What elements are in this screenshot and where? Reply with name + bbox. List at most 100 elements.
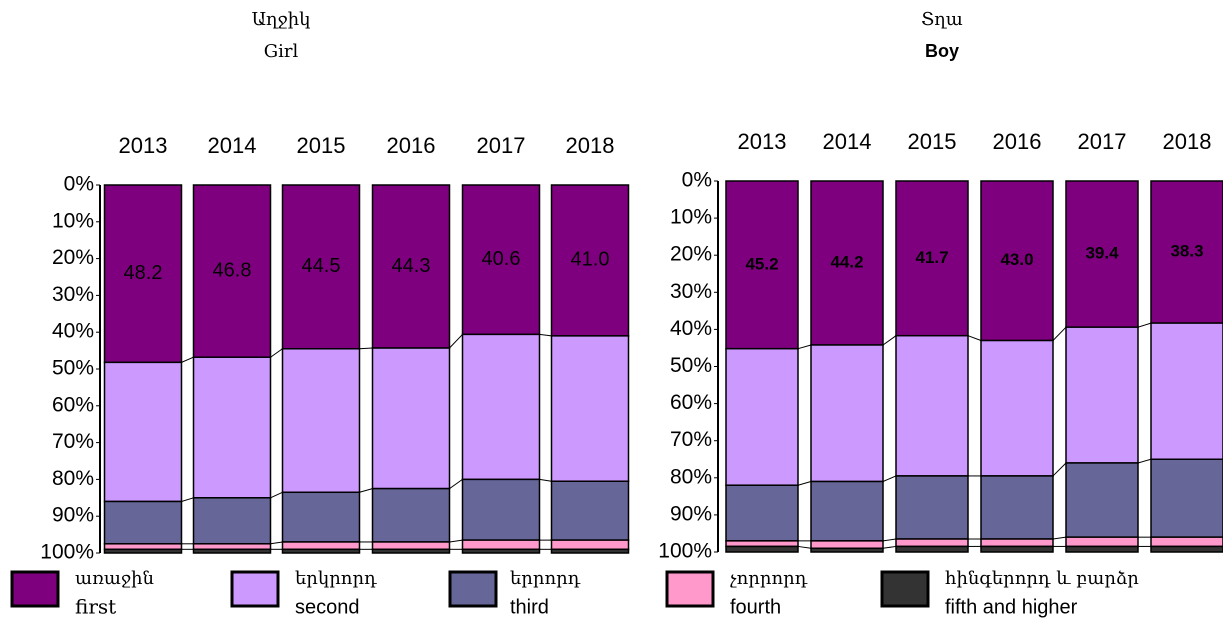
value-label: 44.5 [302, 255, 341, 277]
bar-segment [725, 545, 799, 553]
bar-segment [810, 547, 884, 553]
bar-segment [1065, 545, 1139, 553]
value-label: 39.4 [1085, 244, 1119, 263]
bar-segment [1150, 458, 1223, 538]
bar-segment [461, 478, 541, 541]
bar-segment [103, 184, 183, 364]
bar-segment [810, 540, 884, 550]
legend-swatch [665, 570, 715, 608]
connector [797, 545, 812, 549]
connector [181, 497, 194, 502]
chart-title-hy: Աղջիկ [252, 9, 311, 30]
connector [359, 347, 373, 350]
bar-segment [371, 184, 451, 349]
y-tick-label: 50% [670, 354, 712, 377]
legend-label-hy: չորրորդ [730, 568, 808, 589]
connector [1137, 322, 1152, 328]
connector [1052, 536, 1067, 540]
value-label: 45.2 [745, 254, 778, 273]
bar-segment [192, 543, 272, 551]
chart-title: Girl [264, 41, 299, 62]
connector [797, 481, 812, 486]
connector [539, 478, 552, 482]
chart-title-hy: Տղա [921, 9, 963, 30]
legend-label: fourth [730, 596, 781, 618]
y-tick-label: 30% [52, 283, 94, 306]
legend-label-hy: երրորդ [510, 568, 581, 589]
chart-title: Boy [925, 41, 959, 61]
value-label: 40.6 [482, 248, 521, 270]
value-label: 41.7 [915, 248, 948, 267]
bar-segment [103, 548, 183, 554]
bar-segment [895, 334, 969, 477]
y-tick-label: 10% [670, 206, 712, 229]
bar-segment [725, 484, 799, 542]
connector [449, 539, 463, 543]
bar-segment [192, 184, 272, 358]
value-label: 44.2 [830, 252, 863, 271]
bar-segment [281, 184, 361, 350]
bar-segment [1065, 326, 1139, 464]
value-label: 38.3 [1170, 242, 1203, 261]
bar-segment [895, 180, 969, 337]
connector [270, 541, 283, 545]
x-tick-label: 2013 [119, 133, 168, 158]
y-tick-label: 100% [40, 541, 94, 564]
value-label: 41.0 [571, 249, 610, 271]
bar-segment [192, 497, 272, 545]
bar-segment [810, 344, 884, 483]
connector [967, 335, 982, 341]
bar-segment [1150, 536, 1223, 548]
bar-segment [980, 475, 1054, 540]
connector [359, 488, 373, 493]
y-tick-label: 90% [52, 504, 94, 527]
bar-segment [550, 480, 630, 541]
bar-segment [550, 548, 630, 554]
y-tick-label: 60% [52, 393, 94, 416]
bar-segment [103, 500, 183, 545]
legend-label: first [75, 595, 116, 619]
y-tick-label: 20% [670, 243, 712, 266]
bar-segment [281, 491, 361, 543]
bar-segment [550, 335, 630, 482]
legend-label-hy: երկրորդ [295, 568, 377, 589]
legend-swatch [880, 570, 930, 608]
connector [1052, 462, 1067, 477]
bar-segment [1065, 180, 1139, 328]
x-tick-label: 2017 [477, 133, 526, 158]
bar-segment [461, 548, 541, 554]
y-tick-label: 30% [670, 280, 712, 303]
connector [882, 545, 897, 549]
connector [1052, 326, 1067, 341]
bar-segment [980, 545, 1054, 553]
x-tick-label: 2013 [738, 129, 787, 154]
y-tick-label: 100% [658, 540, 712, 563]
y-tick-label: 10% [52, 209, 94, 232]
y-tick-label: 80% [52, 467, 94, 490]
bar-segment [1065, 462, 1139, 538]
bar-segment [103, 543, 183, 551]
bar-segment [550, 539, 630, 551]
connector [449, 334, 463, 349]
bar-segment [103, 361, 183, 503]
bar-segment [371, 347, 451, 490]
connector [882, 538, 897, 542]
y-tick-label: 60% [670, 391, 712, 414]
x-tick-label: 2015 [297, 133, 346, 158]
bar-segment [895, 545, 969, 553]
x-tick-label: 2018 [1163, 129, 1212, 154]
bar-segment [725, 347, 799, 486]
legend-label: second [295, 596, 360, 618]
y-tick-label: 40% [52, 320, 94, 343]
bar-segment [281, 548, 361, 554]
legend-swatch [10, 570, 60, 608]
connector [539, 333, 552, 337]
x-tick-label: 2014 [208, 133, 257, 158]
bar-segment [281, 348, 361, 494]
x-tick-label: 2016 [993, 129, 1042, 154]
bar-segment [281, 541, 361, 551]
connector [270, 491, 283, 499]
value-label: 48.2 [124, 262, 163, 284]
legend-swatch [230, 570, 280, 608]
